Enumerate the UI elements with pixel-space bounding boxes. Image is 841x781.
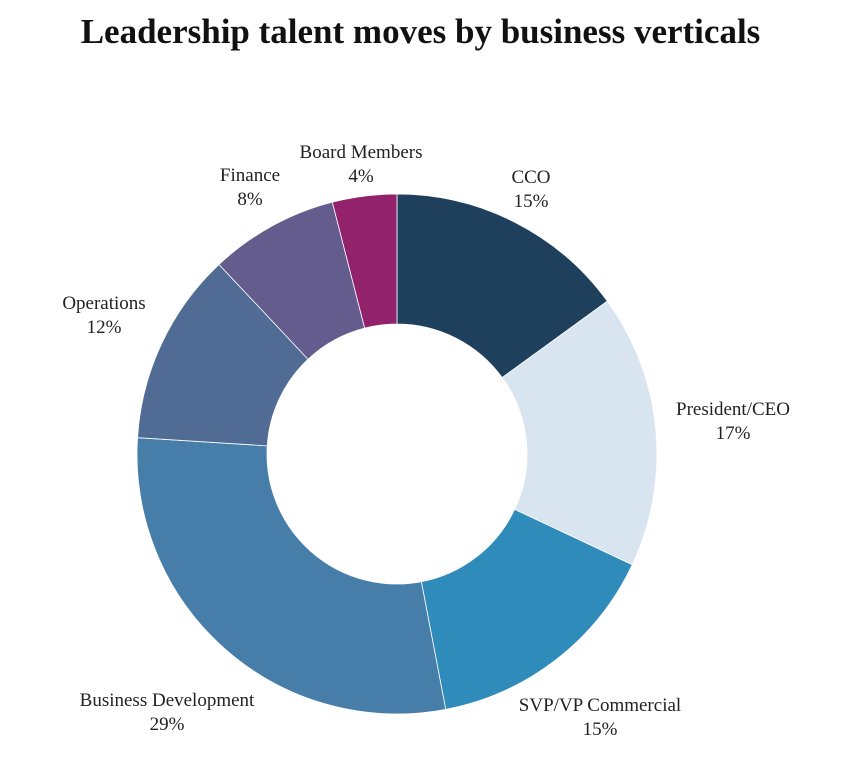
slice-value-label: 15% — [513, 191, 549, 212]
data-label: CCO 15% — [511, 166, 550, 214]
data-label: Business Development 29% — [80, 689, 255, 737]
slice-label: Board Members — [299, 142, 423, 163]
slice-label: Business Development — [79, 690, 255, 711]
slice-value-label: 8% — [237, 189, 263, 210]
slice-value-label: 12% — [86, 317, 122, 338]
slice-label: CCO — [511, 167, 551, 188]
slice-value-label: 29% — [149, 714, 185, 735]
slice-value-label: 17% — [715, 423, 751, 444]
data-label: Operations 12% — [62, 292, 145, 340]
chart-title: Leadership talent moves by business vert… — [80, 12, 761, 51]
data-label: SVP/VP Commercial 15% — [519, 694, 681, 742]
slice-svp-vp-commercial — [420, 508, 633, 710]
slice-value-label: 4% — [348, 166, 374, 187]
slice-president-ceo — [501, 300, 658, 566]
data-label: Board Members 4% — [300, 141, 423, 189]
slice-label: Finance — [219, 165, 281, 186]
slice-business-development — [136, 437, 447, 715]
data-label: Finance 8% — [220, 164, 280, 212]
data-label: President/CEO 17% — [676, 398, 790, 446]
slice-label: President/CEO — [676, 399, 790, 420]
slice-label: Operations — [62, 293, 146, 314]
slice-cco — [396, 193, 608, 379]
slice-value-label: 15% — [582, 719, 618, 740]
slice-label: SVP/VP Commercial — [518, 695, 682, 716]
slice-board-members — [331, 193, 398, 329]
